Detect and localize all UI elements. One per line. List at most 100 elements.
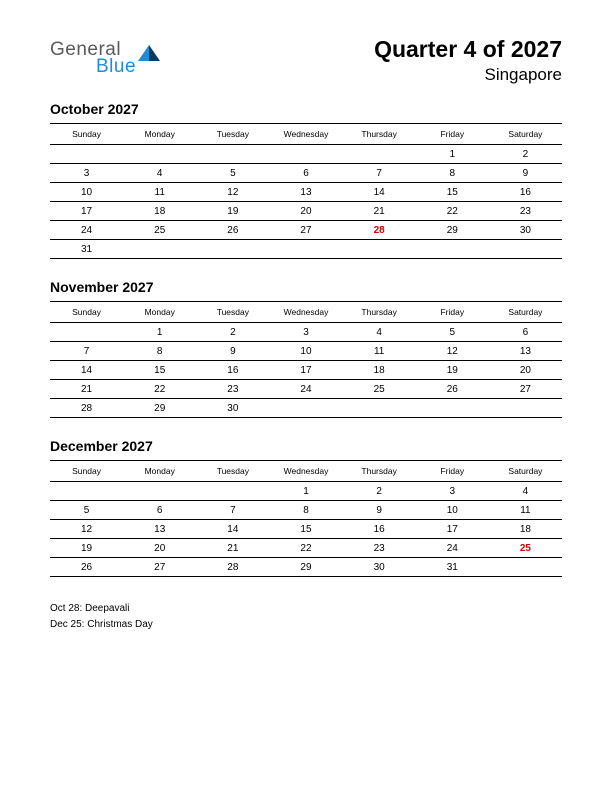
- calendar-cell: 20: [123, 539, 196, 558]
- calendar-cell: 4: [489, 482, 562, 501]
- calendar-cell: 7: [343, 164, 416, 183]
- day-header: Thursday: [343, 124, 416, 145]
- calendar-cell: 26: [196, 221, 269, 240]
- calendar-cell: 3: [50, 164, 123, 183]
- calendar-cell: 7: [196, 501, 269, 520]
- calendar-cell: 1: [123, 323, 196, 342]
- calendar-cell: 12: [196, 183, 269, 202]
- calendar-cell: 28: [50, 399, 123, 418]
- calendar-row: 17181920212223: [50, 202, 562, 221]
- calendar-cell: 11: [343, 342, 416, 361]
- calendar-row: 31: [50, 240, 562, 259]
- calendar-cell: 2: [196, 323, 269, 342]
- calendar-cell: [343, 240, 416, 259]
- month-title: November 2027: [50, 279, 562, 295]
- calendar-cell: 11: [489, 501, 562, 520]
- day-header: Wednesday: [269, 461, 342, 482]
- calendar-cell: [123, 482, 196, 501]
- calendar-cell: 25: [489, 539, 562, 558]
- logo-triangle-icon: [138, 45, 160, 61]
- day-header: Thursday: [343, 302, 416, 323]
- calendar-cell: 26: [50, 558, 123, 577]
- calendar-row: 1234: [50, 482, 562, 501]
- calendar-cell: 21: [50, 380, 123, 399]
- calendar-cell: 4: [123, 164, 196, 183]
- calendar-cell: 8: [416, 164, 489, 183]
- calendar-cell: [343, 399, 416, 418]
- calendar-table: SundayMondayTuesdayWednesdayThursdayFrid…: [50, 301, 562, 418]
- calendar-cell: [489, 240, 562, 259]
- page-subtitle: Singapore: [374, 65, 562, 85]
- calendar-cell: 16: [196, 361, 269, 380]
- logo: General Blue: [50, 36, 160, 76]
- calendar-cell: 20: [269, 202, 342, 221]
- calendar-cell: 1: [416, 145, 489, 164]
- calendar-cell: 9: [489, 164, 562, 183]
- calendar-cell: 19: [196, 202, 269, 221]
- calendar-cell: [416, 399, 489, 418]
- calendar-cell: 30: [196, 399, 269, 418]
- header: General Blue Quarter 4 of 2027 Singapore: [50, 36, 562, 85]
- calendar-cell: 14: [50, 361, 123, 380]
- day-header: Saturday: [489, 302, 562, 323]
- holiday-line: Dec 25: Christmas Day: [50, 617, 562, 633]
- calendar-cell: 29: [123, 399, 196, 418]
- month-block: December 2027SundayMondayTuesdayWednesda…: [50, 438, 562, 577]
- calendar-cell: 17: [50, 202, 123, 221]
- calendar-cell: [50, 145, 123, 164]
- calendar-row: 10111213141516: [50, 183, 562, 202]
- calendar-cell: 28: [343, 221, 416, 240]
- calendar-cell: 18: [123, 202, 196, 221]
- day-header: Friday: [416, 302, 489, 323]
- day-header: Sunday: [50, 302, 123, 323]
- calendar-cell: 27: [489, 380, 562, 399]
- calendar-cell: 10: [416, 501, 489, 520]
- calendar-cell: 12: [416, 342, 489, 361]
- calendar-cell: 6: [123, 501, 196, 520]
- calendar-cell: 25: [343, 380, 416, 399]
- calendar-cell: 2: [489, 145, 562, 164]
- calendar-cell: 24: [269, 380, 342, 399]
- calendar-cell: 10: [50, 183, 123, 202]
- calendar-row: 282930: [50, 399, 562, 418]
- calendar-cell: 5: [50, 501, 123, 520]
- calendar-cell: 27: [123, 558, 196, 577]
- day-header: Friday: [416, 124, 489, 145]
- calendar-cell: 18: [343, 361, 416, 380]
- calendar-cell: 15: [123, 361, 196, 380]
- calendar-cell: [123, 145, 196, 164]
- day-header: Tuesday: [196, 124, 269, 145]
- calendar-cell: 13: [489, 342, 562, 361]
- calendar-cell: [196, 145, 269, 164]
- holiday-list: Oct 28: DeepavaliDec 25: Christmas Day: [50, 601, 562, 633]
- calendar-cell: 31: [416, 558, 489, 577]
- day-header: Wednesday: [269, 124, 342, 145]
- day-header: Saturday: [489, 461, 562, 482]
- calendar-cell: 3: [416, 482, 489, 501]
- calendar-cell: 16: [489, 183, 562, 202]
- calendar-row: 12: [50, 145, 562, 164]
- calendar-cell: 15: [269, 520, 342, 539]
- title-block: Quarter 4 of 2027 Singapore: [374, 36, 562, 85]
- day-header: Wednesday: [269, 302, 342, 323]
- day-header: Friday: [416, 461, 489, 482]
- calendar-cell: 20: [489, 361, 562, 380]
- calendar-cell: 23: [196, 380, 269, 399]
- calendar-cell: 23: [489, 202, 562, 221]
- calendar-cell: 23: [343, 539, 416, 558]
- calendar-cell: 5: [416, 323, 489, 342]
- calendar-row: 14151617181920: [50, 361, 562, 380]
- calendar-cell: 9: [196, 342, 269, 361]
- day-header: Sunday: [50, 461, 123, 482]
- page-title: Quarter 4 of 2027: [374, 36, 562, 63]
- calendar-cell: 22: [416, 202, 489, 221]
- calendar-cell: 18: [489, 520, 562, 539]
- calendar-table: SundayMondayTuesdayWednesdayThursdayFrid…: [50, 460, 562, 577]
- calendar-cell: [489, 558, 562, 577]
- calendar-table: SundayMondayTuesdayWednesdayThursdayFrid…: [50, 123, 562, 259]
- calendar-cell: [269, 145, 342, 164]
- calendar-cell: 8: [123, 342, 196, 361]
- calendar-cell: 12: [50, 520, 123, 539]
- holiday-line: Oct 28: Deepavali: [50, 601, 562, 617]
- calendar-cell: 4: [343, 323, 416, 342]
